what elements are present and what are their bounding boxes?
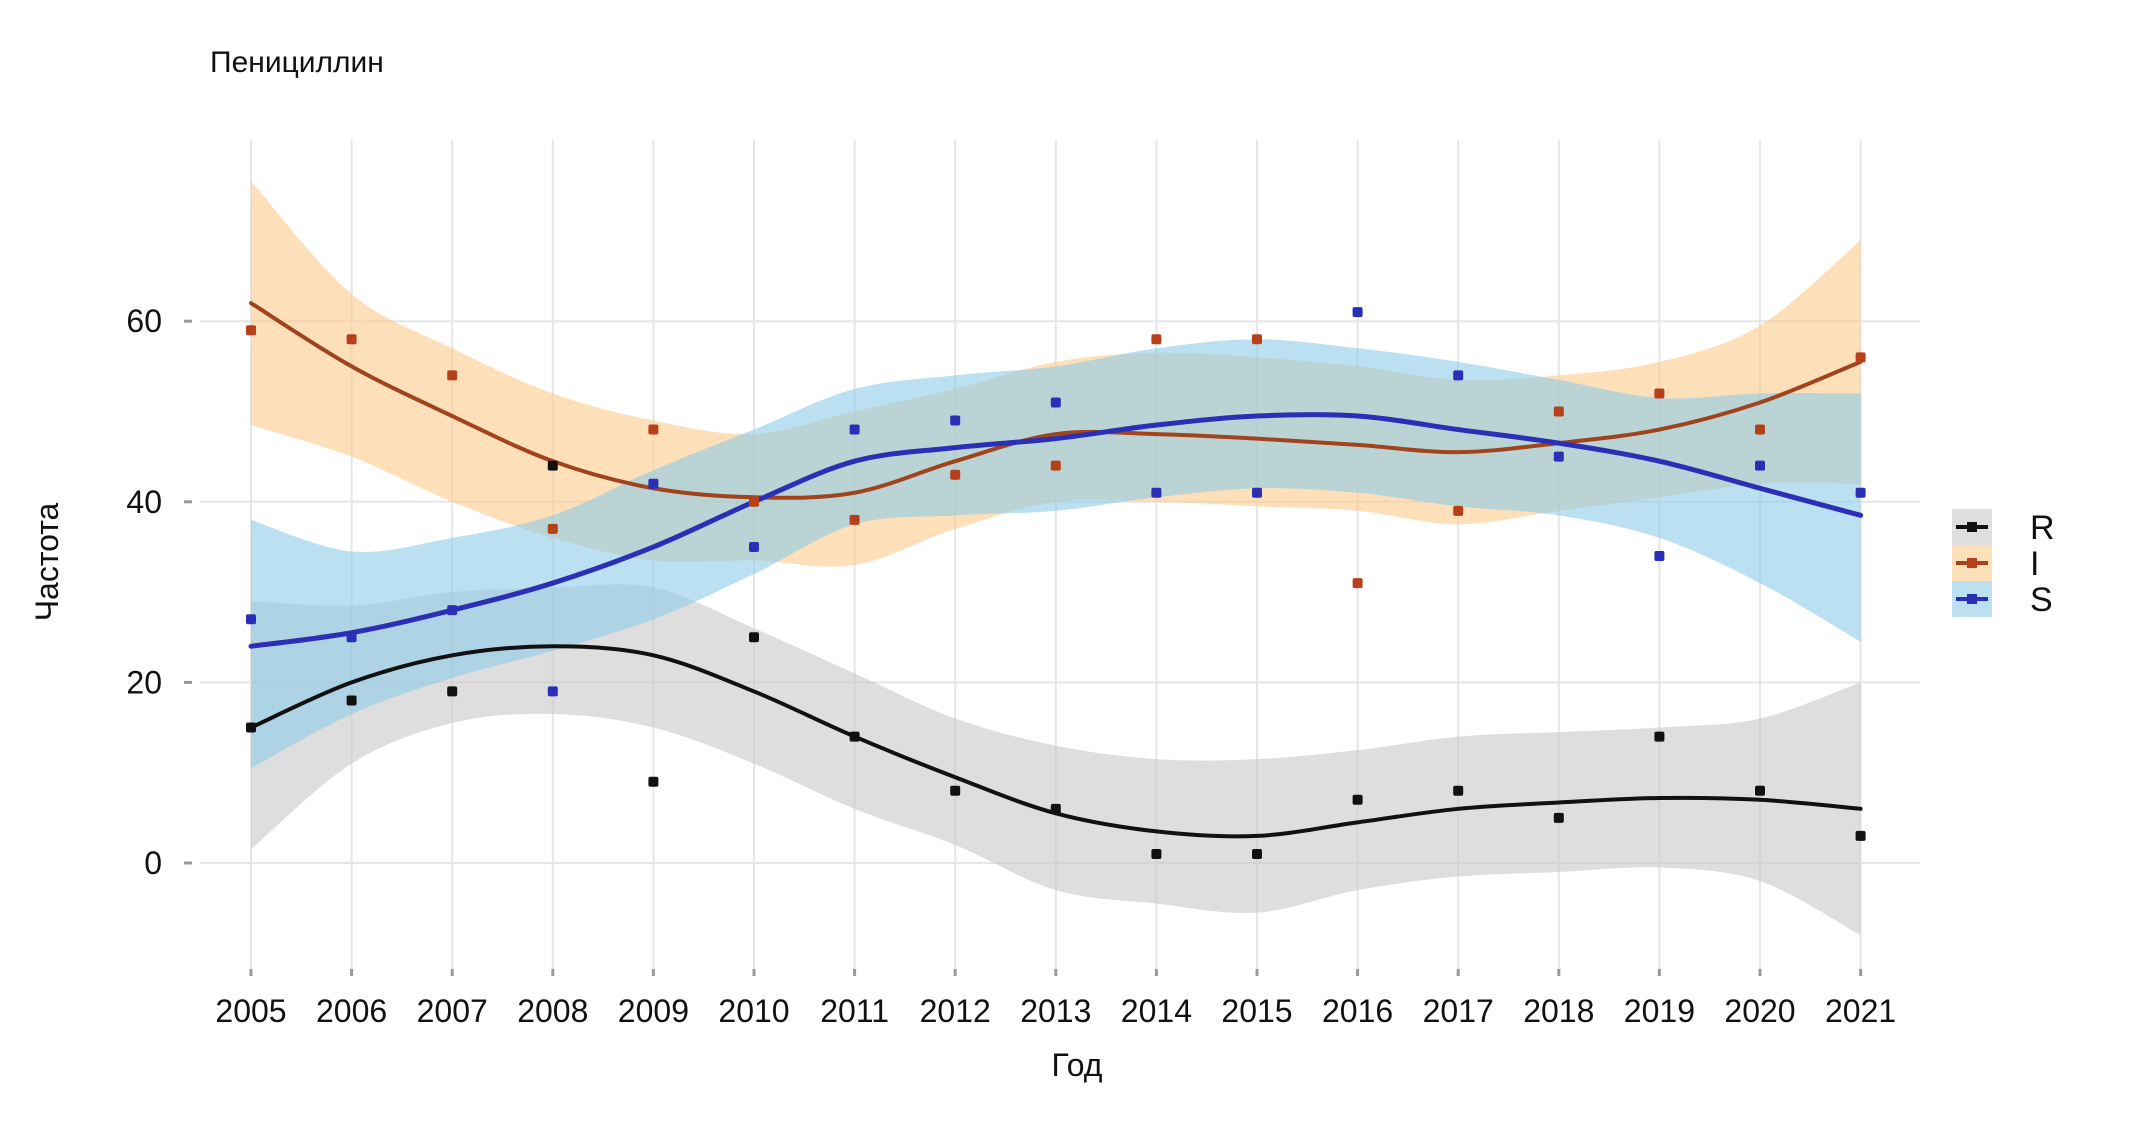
x-tick-label: 2015 bbox=[1221, 993, 1292, 1029]
data-point-S bbox=[1352, 307, 1363, 318]
data-point-R bbox=[950, 785, 961, 796]
y-tick-label: 0 bbox=[144, 845, 162, 881]
x-tick-label: 2010 bbox=[718, 993, 789, 1029]
x-tick-label: 2017 bbox=[1423, 993, 1494, 1029]
data-point-S bbox=[246, 614, 256, 625]
data-point-R bbox=[246, 722, 256, 733]
data-point-S bbox=[749, 541, 759, 552]
x-tick-label: 2005 bbox=[215, 993, 286, 1029]
data-point-I bbox=[950, 469, 961, 480]
data-point-S bbox=[447, 605, 458, 616]
data-point-I bbox=[547, 523, 558, 534]
data-point-R bbox=[1352, 794, 1363, 805]
data-point-R bbox=[346, 695, 357, 706]
chart-title: Пенициллин bbox=[210, 46, 384, 79]
data-point-R bbox=[648, 776, 659, 787]
data-point-I bbox=[1654, 388, 1665, 399]
data-point-I bbox=[648, 424, 659, 435]
x-tick-label: 2016 bbox=[1322, 993, 1393, 1029]
legend-label-S: S bbox=[2030, 581, 2053, 619]
data-point-I bbox=[346, 334, 357, 345]
x-axis-title: Год bbox=[1052, 1047, 1103, 1083]
data-point-I bbox=[1453, 505, 1464, 516]
x-tick-label: 2014 bbox=[1121, 993, 1192, 1029]
data-point-S bbox=[1453, 370, 1464, 381]
data-point-I bbox=[447, 370, 458, 381]
x-tick-label: 2007 bbox=[417, 993, 488, 1029]
data-point-S bbox=[950, 415, 961, 426]
data-point-S bbox=[1755, 460, 1765, 471]
legend-key-point-R bbox=[1967, 522, 1977, 532]
data-point-R bbox=[1855, 830, 1866, 841]
confidence-band-S bbox=[251, 339, 1861, 769]
x-tick-label: 2021 bbox=[1825, 993, 1896, 1029]
confidence-bands bbox=[251, 181, 1861, 936]
data-point-S bbox=[1050, 397, 1061, 408]
data-point-S bbox=[1252, 487, 1262, 498]
smooth-line-I bbox=[249, 301, 1863, 500]
data-point-R bbox=[849, 731, 860, 742]
data-point-S bbox=[1553, 451, 1564, 462]
data-point-I bbox=[1151, 334, 1162, 345]
x-tick-label: 2019 bbox=[1624, 993, 1695, 1029]
legend: RIS bbox=[1952, 509, 2055, 619]
data-points bbox=[246, 307, 1866, 859]
data-point-S bbox=[346, 632, 357, 643]
data-point-I bbox=[1755, 424, 1765, 435]
legend-label-R: R bbox=[2030, 509, 2055, 547]
x-axis-ticks: 2005 2006 2007 2008 2009 2010 2011 2012 2013 2014… bbox=[215, 969, 1896, 1029]
data-point-I bbox=[1855, 352, 1866, 363]
data-point-S bbox=[547, 686, 558, 697]
data-point-I bbox=[1352, 578, 1363, 589]
data-point-R bbox=[1252, 848, 1262, 859]
data-point-I bbox=[1553, 406, 1564, 417]
data-point-R bbox=[1050, 803, 1061, 814]
smooth-line-S bbox=[248, 412, 1864, 649]
legend-key-point-I bbox=[1967, 558, 1977, 568]
data-point-S bbox=[648, 478, 659, 489]
data-point-I bbox=[849, 514, 860, 525]
data-point-I bbox=[1252, 334, 1262, 345]
y-tick-label: 20 bbox=[126, 664, 162, 700]
data-point-S bbox=[1151, 487, 1162, 498]
y-tick-label: 40 bbox=[126, 484, 162, 520]
y-axis-title: Частота bbox=[29, 502, 65, 621]
y-axis-ticks: 0 20 40 60 bbox=[126, 303, 192, 881]
x-tick-label: 2012 bbox=[920, 993, 991, 1029]
data-point-R bbox=[1151, 848, 1162, 859]
x-tick-label: 2020 bbox=[1724, 993, 1795, 1029]
data-point-R bbox=[1553, 812, 1564, 823]
data-point-I bbox=[246, 325, 256, 336]
x-tick-label: 2006 bbox=[316, 993, 387, 1029]
data-point-S bbox=[1855, 487, 1866, 498]
data-point-I bbox=[1050, 460, 1061, 471]
confidence-band-R bbox=[251, 584, 1861, 936]
y-tick-label: 60 bbox=[126, 303, 162, 339]
data-point-R bbox=[1755, 785, 1765, 796]
data-point-R bbox=[749, 632, 759, 643]
x-tick-label: 2011 bbox=[820, 993, 889, 1029]
x-tick-label: 2013 bbox=[1020, 993, 1091, 1029]
legend-key-point-S bbox=[1967, 594, 1977, 604]
data-point-I bbox=[749, 496, 759, 507]
data-point-R bbox=[447, 686, 458, 697]
x-tick-label: 2008 bbox=[517, 993, 588, 1029]
data-point-R bbox=[547, 460, 558, 471]
data-point-R bbox=[1654, 731, 1665, 742]
x-tick-label: 2009 bbox=[618, 993, 689, 1029]
data-point-S bbox=[849, 424, 860, 435]
data-point-S bbox=[1654, 550, 1665, 561]
legend-label-I: I bbox=[2030, 545, 2039, 583]
data-point-R bbox=[1453, 785, 1464, 796]
x-tick-label: 2018 bbox=[1523, 993, 1594, 1029]
